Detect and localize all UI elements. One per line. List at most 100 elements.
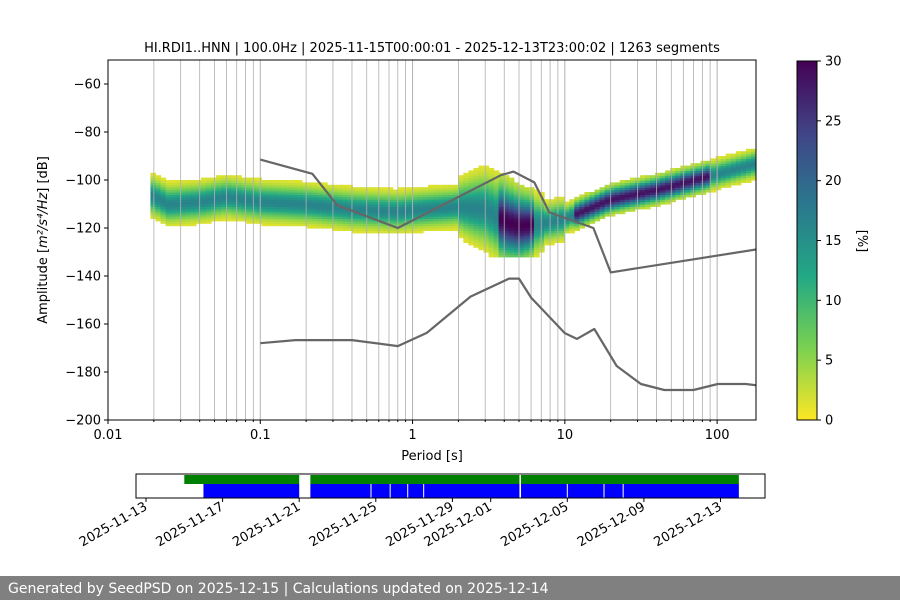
heatmap-cell xyxy=(478,213,485,217)
heatmap-cell xyxy=(493,187,500,191)
heatmap-cell xyxy=(443,194,449,198)
heatmap-cell xyxy=(342,223,348,227)
heatmap-cell xyxy=(528,189,535,193)
heatmap-cell xyxy=(498,225,505,229)
heatmap-cell xyxy=(650,192,656,195)
heatmap-cell xyxy=(589,201,596,205)
heatmap-cell xyxy=(205,201,212,205)
heatmap-cell xyxy=(160,189,167,193)
heatmap-cell xyxy=(155,199,162,203)
heatmap-cell xyxy=(382,230,389,234)
heatmap-cell xyxy=(559,218,565,222)
heatmap-cell xyxy=(614,187,621,191)
heatmap-cell xyxy=(241,189,247,193)
colorbar-tick-label: 30 xyxy=(825,55,842,70)
heatmap-cell xyxy=(503,249,510,253)
heatmap-cell xyxy=(170,196,177,200)
heatmap-cell xyxy=(554,206,560,210)
heatmap-cell xyxy=(417,192,424,195)
heatmap-cell xyxy=(513,244,520,248)
heatmap-cell xyxy=(291,182,298,186)
heatmap-cell xyxy=(503,199,510,203)
heatmap-cell xyxy=(750,163,756,167)
heatmap-cell xyxy=(211,196,217,200)
heatmap-cell xyxy=(740,175,747,179)
heatmap-cell xyxy=(377,223,384,227)
heatmap-cell xyxy=(503,218,510,222)
heatmap-cell xyxy=(357,228,363,231)
heatmap-cell xyxy=(337,228,343,231)
heatmap-cell xyxy=(160,194,167,198)
heatmap-cell xyxy=(528,240,535,243)
date-tick-label: 2025-12-09 xyxy=(575,499,648,550)
heatmap-cell xyxy=(639,182,646,186)
heatmap-cell xyxy=(478,216,485,219)
heatmap-cell xyxy=(311,213,318,217)
heatmap-cell xyxy=(518,213,525,217)
heatmap-cell xyxy=(579,220,586,224)
heatmap-cell xyxy=(387,201,394,205)
heatmap-cell xyxy=(311,184,318,188)
heatmap-cell xyxy=(705,168,712,171)
heatmap-cell xyxy=(488,196,495,200)
heatmap-cell xyxy=(503,194,510,198)
heatmap-cell xyxy=(675,189,681,193)
heatmap-cell xyxy=(397,230,404,234)
heatmap-cell xyxy=(200,220,207,224)
heatmap-cell xyxy=(246,211,252,215)
heatmap-cell xyxy=(740,168,747,171)
heatmap-cell xyxy=(720,172,727,176)
heatmap-cell xyxy=(453,218,459,222)
heatmap-cell xyxy=(165,218,172,222)
heatmap-cell xyxy=(276,208,283,212)
heatmap-cell xyxy=(160,199,167,203)
heatmap-cell xyxy=(271,187,278,191)
heatmap-cell xyxy=(609,194,616,198)
heatmap-cell xyxy=(306,189,313,193)
heatmap-cell xyxy=(715,165,722,169)
heatmap-cell xyxy=(629,208,636,212)
heatmap-cell xyxy=(478,201,485,205)
heatmap-cell xyxy=(539,192,545,195)
date-tick-label: 2025-11-17 xyxy=(154,499,227,550)
heatmap-cell xyxy=(412,223,419,227)
heatmap-cell xyxy=(508,192,515,195)
heatmap-cell xyxy=(301,220,308,224)
heatmap-cell xyxy=(155,187,162,191)
heatmap-cell xyxy=(337,213,343,217)
heatmap-cell xyxy=(185,196,192,200)
heatmap-cell xyxy=(200,196,207,200)
heatmap-cell xyxy=(296,187,303,191)
heatmap-cell xyxy=(296,204,303,207)
heatmap-cell xyxy=(539,206,545,210)
heatmap-cell xyxy=(175,196,182,200)
heatmap-cell xyxy=(730,156,737,159)
grid-lines xyxy=(108,60,718,420)
heatmap-cell xyxy=(251,211,258,215)
heatmap-cell xyxy=(175,199,182,203)
heatmap-cell xyxy=(483,170,490,174)
heatmap-cell xyxy=(377,192,384,195)
heatmap-cell xyxy=(211,189,217,193)
heatmap-cell xyxy=(518,184,525,188)
heatmap-cell xyxy=(286,196,293,200)
heatmap-cell xyxy=(448,194,454,198)
heatmap-cell xyxy=(271,213,278,217)
heatmap-cell xyxy=(322,208,328,212)
heatmap-cell xyxy=(377,225,384,229)
heatmap-cell xyxy=(175,194,182,198)
heatmap-cell xyxy=(533,216,540,219)
heatmap-cell xyxy=(205,220,212,224)
heatmap-cell xyxy=(322,216,328,219)
heatmap-cell xyxy=(306,220,313,224)
heatmap-cell xyxy=(488,249,495,253)
heatmap-cell xyxy=(342,216,348,219)
heatmap-cell xyxy=(422,225,429,229)
heatmap-cell xyxy=(609,184,616,188)
heatmap-cell xyxy=(675,184,681,188)
heatmap-cell xyxy=(675,170,681,174)
heatmap-cell xyxy=(382,216,389,219)
heatmap-cell xyxy=(443,204,449,207)
heatmap-cell xyxy=(357,192,363,195)
heatmap-cell xyxy=(226,189,232,193)
